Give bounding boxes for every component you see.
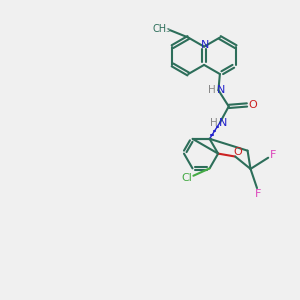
Text: F: F	[270, 150, 277, 161]
Text: O: O	[248, 100, 257, 110]
Text: N: N	[200, 40, 209, 50]
Text: H: H	[209, 118, 217, 128]
Text: Cl: Cl	[182, 173, 192, 183]
Text: N: N	[219, 118, 227, 128]
Text: O: O	[233, 147, 242, 158]
Text: H: H	[208, 85, 216, 95]
Text: N: N	[217, 85, 226, 95]
Text: CH₃: CH₃	[153, 24, 171, 34]
Text: F: F	[255, 189, 262, 199]
